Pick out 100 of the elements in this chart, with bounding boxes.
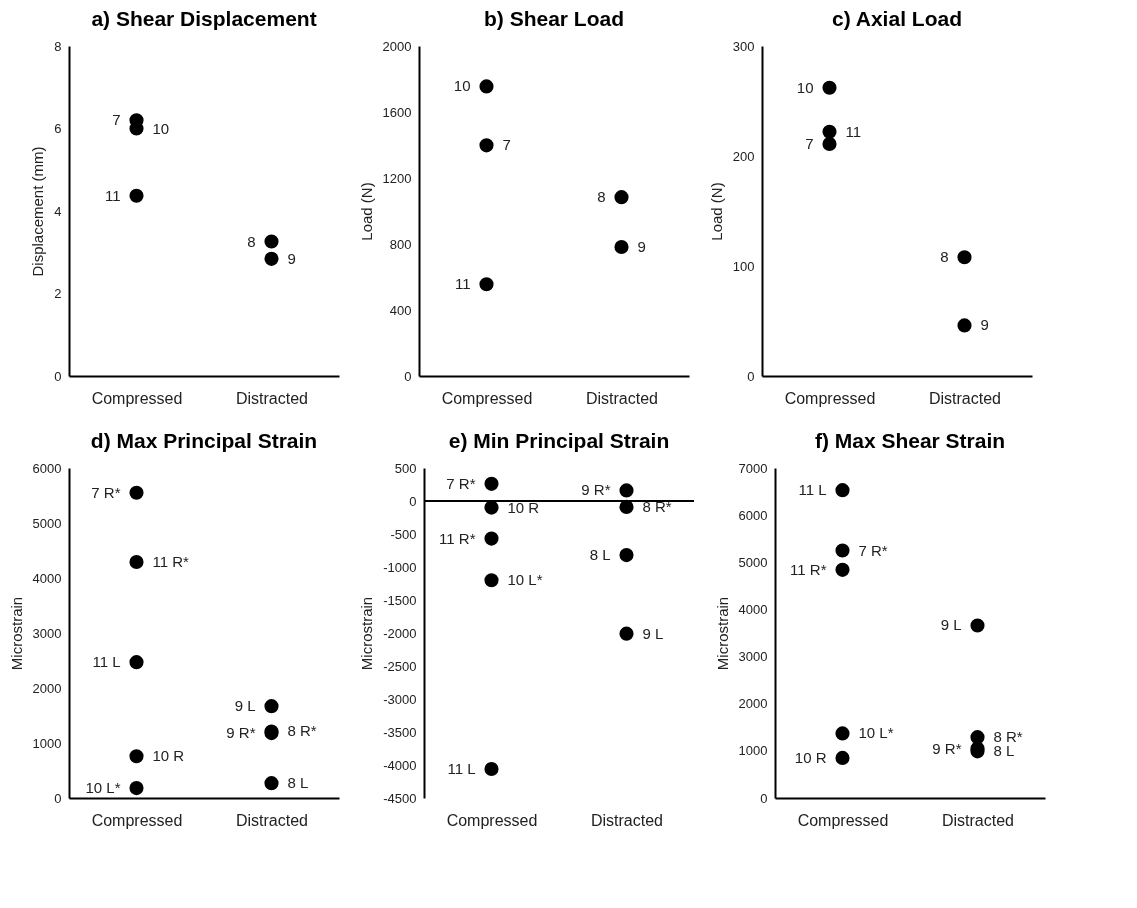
annotation: 10 (453, 77, 471, 95)
y-tick-label: 6000 (32, 460, 62, 476)
y-tick-label: 5000 (738, 554, 768, 570)
x-tick-label: Compressed (441, 389, 533, 407)
annotation: 8 (597, 188, 606, 206)
y-tick-label: -1000 (383, 559, 417, 575)
annotation: 11 (454, 275, 471, 293)
y-tick-label: 0 (747, 368, 755, 384)
annotation: 8 L (287, 774, 309, 792)
y-tick-label: 300 (732, 38, 755, 54)
y-tick-label: 0 (404, 368, 412, 384)
x-tick-label: Distracted (590, 811, 664, 829)
y-tick-label: 2000 (32, 680, 62, 696)
x-tick-label: Distracted (941, 811, 1015, 829)
annotation: 9 L (642, 624, 664, 642)
annotation: 11 L (92, 653, 121, 671)
annotation: 9 R* (226, 724, 256, 742)
y-tick-label: 5000 (32, 515, 62, 531)
x-tick-label: Distracted (235, 389, 309, 407)
y-tick-label: 3000 (738, 649, 768, 665)
annotation: 10 (796, 78, 814, 96)
annotation: 8 R* (642, 497, 672, 515)
annotation: 10 R (507, 498, 540, 516)
x-tick-label: Distracted (235, 811, 309, 829)
y-axis-title: Microstrain (7, 596, 25, 671)
y-tick-label: -2500 (383, 658, 417, 674)
y-tick-label: 4000 (32, 570, 62, 586)
y-tick-label: -4500 (383, 790, 417, 806)
chart-title: b) Shear Load (483, 7, 625, 30)
annotation: 8 R* (287, 722, 317, 740)
y-tick-label: 0 (54, 368, 62, 384)
chart-title: e) Min Principal Strain (448, 429, 670, 452)
y-tick-label: -3000 (383, 691, 417, 707)
y-tick-label: 1600 (382, 104, 412, 120)
annotation: 11 R* (152, 553, 190, 571)
y-tick-label: 6000 (738, 507, 768, 523)
x-tick-label: Compressed (91, 389, 183, 407)
annotation: 9 L (234, 697, 256, 715)
annotation: 9 L (940, 616, 962, 634)
annotation: 8 L (589, 546, 611, 564)
annotation: 10 L* (507, 571, 543, 589)
chart-title: c) Axial Load (832, 7, 962, 30)
y-tick-label: 500 (394, 460, 417, 476)
annotation: 7 R* (446, 474, 476, 492)
annotation: 11 L (447, 759, 476, 777)
y-tick-label: 2 (54, 286, 62, 301)
x-tick-label: Compressed (784, 389, 876, 407)
y-tick-label: -3500 (383, 724, 417, 740)
y-tick-label: 800 (389, 236, 412, 252)
y-axis-title: Microstrain (358, 596, 376, 671)
annotation: 11 (845, 122, 862, 140)
y-tick-label: 2000 (738, 696, 768, 712)
y-tick-label: 100 (732, 258, 755, 274)
y-tick-label: 6 (54, 121, 62, 136)
annotation: 7 R* (858, 541, 888, 559)
annotation: 9 (637, 237, 646, 255)
y-tick-label: 0 (54, 790, 62, 806)
chart-title: a) Shear Displacement (91, 7, 317, 30)
chart-title: d) Max Principal Strain (90, 429, 318, 452)
annotation: 11 L (798, 481, 827, 499)
y-axis-title: Load (N) (707, 182, 725, 241)
annotation: 8 (940, 248, 949, 266)
y-axis-title: Displacement (mm) (29, 146, 47, 277)
annotation: 9 R* (581, 481, 611, 499)
x-tick-label: Distracted (928, 389, 1002, 407)
annotation: 8 (247, 232, 256, 250)
y-tick-label: 4000 (738, 601, 768, 617)
y-tick-label: 3000 (32, 625, 62, 641)
annotation: 11 (104, 186, 121, 204)
y-tick-label: 0 (409, 493, 417, 509)
x-tick-label: Compressed (91, 811, 183, 829)
annotation: 9 (287, 249, 296, 267)
annotation: 11 R* (439, 529, 476, 547)
x-tick-label: Compressed (797, 811, 889, 829)
y-tick-label: 1200 (382, 170, 412, 186)
y-tick-label: 2000 (382, 38, 412, 54)
annotation: 11 R* (790, 560, 827, 578)
y-tick-label: 7000 (738, 460, 768, 476)
x-tick-label: Compressed (446, 811, 538, 829)
y-tick-label: 0 (760, 790, 768, 806)
y-tick-label: 8 (54, 38, 62, 54)
annotation: 10 R (794, 748, 827, 766)
y-tick-label: -2000 (383, 625, 417, 641)
x-tick-label: Distracted (585, 389, 659, 407)
annotation: 7 R* (91, 483, 121, 501)
annotation: 7 (502, 136, 511, 154)
annotation: 10 R (152, 747, 185, 765)
y-tick-label: 4 (54, 203, 62, 219)
annotation: 10 L* (85, 779, 121, 797)
chart-title: f) Max Shear Strain (814, 429, 1006, 452)
y-tick-label: -4000 (383, 757, 417, 773)
annotation: 7 (112, 111, 121, 129)
annotation: 10 L* (858, 724, 894, 742)
y-axis-title: Microstrain (713, 596, 731, 671)
y-tick-label: 1000 (738, 743, 768, 759)
y-tick-label: 200 (732, 148, 755, 164)
y-tick-label: 400 (389, 302, 412, 318)
y-tick-label: 1000 (32, 735, 62, 751)
annotation: 9 (980, 316, 989, 334)
annotation: 10 (152, 119, 170, 137)
